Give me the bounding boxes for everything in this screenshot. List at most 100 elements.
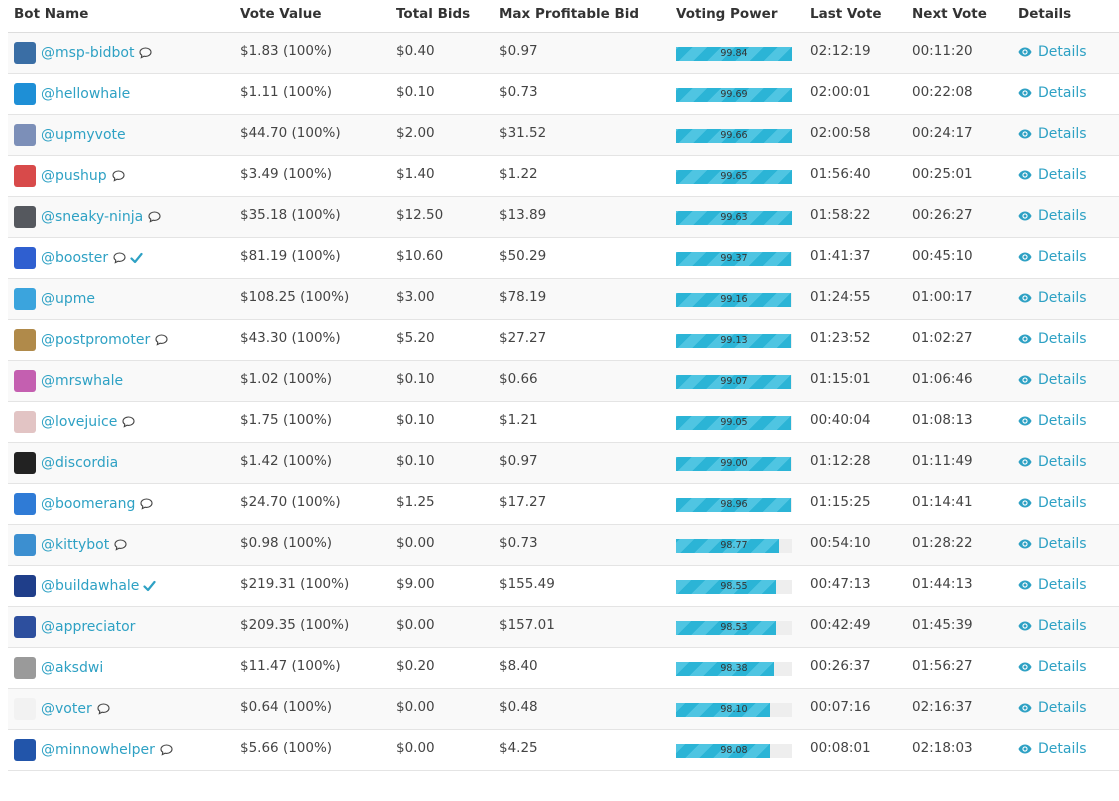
bot-link[interactable]: @discordia xyxy=(41,454,119,471)
details-link[interactable]: Details xyxy=(1018,331,1087,347)
next-vote-cell: 01:11:49 xyxy=(906,442,1012,484)
bot-link[interactable]: @msp-bidbot xyxy=(41,44,135,61)
vote-value-cell: $5.66 (100%) xyxy=(234,729,390,771)
bot-link[interactable]: @aksdwi xyxy=(41,659,104,676)
speech-bubble-icon[interactable] xyxy=(112,169,125,182)
voting-power-value: 99.66 xyxy=(720,129,748,141)
header-last-vote[interactable]: Last Vote xyxy=(804,0,906,33)
details-cell: Details xyxy=(1012,196,1119,238)
voting-power-bar: 98.53 xyxy=(676,620,792,635)
table-row: @upme $108.25 (100%) $3.00 $78.19 99.16 01:24… xyxy=(8,278,1119,320)
speech-bubble-icon[interactable] xyxy=(140,497,153,510)
header-vote-value[interactable]: Vote Value xyxy=(234,0,390,33)
details-link[interactable]: Details xyxy=(1018,85,1087,101)
check-icon xyxy=(143,580,157,592)
header-voting-power[interactable]: Voting Power xyxy=(670,0,804,33)
details-link[interactable]: Details xyxy=(1018,249,1087,265)
details-link[interactable]: Details xyxy=(1018,372,1087,388)
header-max-profitable-bid[interactable]: Max Profitable Bid xyxy=(493,0,670,33)
bot-link[interactable]: @booster xyxy=(41,249,109,266)
voting-power-cell: 98.55 xyxy=(670,565,804,607)
voting-power-fill xyxy=(676,333,791,348)
header-bot-name[interactable]: Bot Name xyxy=(8,0,234,33)
total-bids-cell: $2.00 xyxy=(390,114,493,156)
vote-value-cell: $24.70 (100%) xyxy=(234,483,390,525)
bot-link[interactable]: @boomerang xyxy=(41,495,136,512)
vote-value-cell: $81.19 (100%) xyxy=(234,237,390,279)
bot-link[interactable]: @lovejuice xyxy=(41,413,118,430)
eye-icon xyxy=(1018,252,1032,262)
details-link[interactable]: Details xyxy=(1018,454,1087,470)
voting-power-fill xyxy=(676,128,792,143)
bot-link[interactable]: @pushup xyxy=(41,167,107,184)
voting-power-value: 98.38 xyxy=(720,662,748,674)
details-link[interactable]: Details xyxy=(1018,577,1087,593)
eye-icon xyxy=(1018,498,1032,508)
details-link[interactable]: Details xyxy=(1018,126,1087,142)
speech-bubble-icon[interactable] xyxy=(114,538,127,551)
details-link[interactable]: Details xyxy=(1018,618,1087,634)
vote-value-cell: $1.75 (100%) xyxy=(234,401,390,443)
bot-link[interactable]: @buildawhale xyxy=(41,577,140,594)
details-link[interactable]: Details xyxy=(1018,741,1087,757)
eye-icon xyxy=(1018,416,1032,426)
details-link[interactable]: Details xyxy=(1018,413,1087,429)
speech-bubble-icon[interactable] xyxy=(160,743,173,756)
bot-link[interactable]: @minnowhelper xyxy=(41,741,155,758)
bot-link[interactable]: @sneaky-ninja xyxy=(41,208,144,225)
header-next-vote[interactable]: Next Vote xyxy=(906,0,1012,33)
vote-value-cell: $43.30 (100%) xyxy=(234,319,390,361)
speech-bubble-icon[interactable] xyxy=(155,333,168,346)
next-vote-cell: 02:18:03 xyxy=(906,729,1012,771)
bot-avatar xyxy=(14,410,36,433)
details-link[interactable]: Details xyxy=(1018,290,1087,306)
voting-power-value: 99.69 xyxy=(720,88,748,100)
voting-power-cell: 99.65 xyxy=(670,155,804,197)
voting-power-bar: 98.55 xyxy=(676,579,792,594)
details-cell: Details xyxy=(1012,442,1119,484)
speech-bubble-icon[interactable] xyxy=(139,46,153,59)
details-link[interactable]: Details xyxy=(1018,208,1087,224)
speech-bubble-icon[interactable] xyxy=(122,415,135,428)
voting-power-fill xyxy=(676,292,792,307)
voting-power-bar: 99.05 xyxy=(676,415,792,430)
bot-avatar xyxy=(14,205,36,228)
details-link[interactable]: Details xyxy=(1018,536,1087,552)
total-bids-cell: $0.10 xyxy=(390,360,493,402)
next-vote-cell: 01:45:39 xyxy=(906,606,1012,648)
table-row: @booster $81.19 (100%) $10.60 $50.29 99.37 01… xyxy=(8,237,1119,279)
next-vote-cell: 00:24:17 xyxy=(906,114,1012,156)
bot-link[interactable]: @postpromoter xyxy=(41,331,151,348)
speech-bubble-icon[interactable] xyxy=(97,702,110,715)
details-cell: Details xyxy=(1012,155,1119,197)
voting-power-bar: 99.65 xyxy=(676,169,792,184)
details-link[interactable]: Details xyxy=(1018,700,1087,716)
table-row: @minnowhelper $5.66 (100%) $0.00 $4.25 98.08… xyxy=(8,729,1119,771)
voting-power-bar: 99.07 xyxy=(676,374,792,389)
bot-link[interactable]: @mrswhale xyxy=(41,372,124,389)
voting-power-cell: 99.07 xyxy=(670,360,804,402)
speech-bubble-icon[interactable] xyxy=(148,210,161,223)
speech-bubble-icon[interactable] xyxy=(113,251,126,264)
bot-avatar xyxy=(14,656,36,679)
bot-link[interactable]: @upme xyxy=(41,290,96,307)
eye-icon xyxy=(1018,211,1032,221)
bot-link[interactable]: @appreciator xyxy=(41,618,136,635)
bot-link[interactable]: @kittybot xyxy=(41,536,110,553)
voting-power-fill xyxy=(676,661,774,676)
next-vote-cell: 00:22:08 xyxy=(906,73,1012,115)
last-vote-cell: 01:15:01 xyxy=(804,360,906,402)
details-link[interactable]: Details xyxy=(1018,495,1087,511)
header-total-bids[interactable]: Total Bids xyxy=(390,0,493,33)
header-details[interactable]: Details xyxy=(1012,0,1119,33)
details-link[interactable]: Details xyxy=(1018,659,1087,675)
details-link[interactable]: Details xyxy=(1018,167,1087,183)
details-link[interactable]: Details xyxy=(1018,44,1087,60)
max-bid-cell: $155.49 xyxy=(493,565,670,607)
next-vote-cell: 01:06:46 xyxy=(906,360,1012,402)
bot-link[interactable]: @upmyvote xyxy=(41,126,126,143)
bot-link[interactable]: @voter xyxy=(41,700,92,717)
bot-link[interactable]: @hellowhale xyxy=(41,85,131,102)
vote-value-cell: $11.47 (100%) xyxy=(234,647,390,689)
bot-name-cell: @appreciator xyxy=(8,606,234,648)
